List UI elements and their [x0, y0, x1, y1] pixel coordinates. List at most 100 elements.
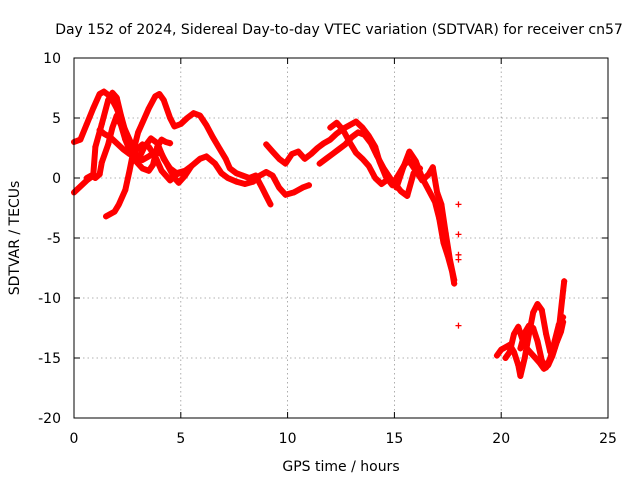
data-point [167, 115, 174, 121]
data-point [352, 118, 359, 125]
data-point [98, 159, 105, 166]
data-point [177, 121, 184, 127]
data-point [308, 151, 315, 157]
data-point [359, 124, 366, 131]
data-point [333, 119, 340, 126]
data-point [167, 177, 174, 184]
data-point [532, 355, 539, 361]
data-point [158, 167, 165, 174]
data-point [152, 93, 159, 100]
data-point [113, 105, 120, 112]
data-point [100, 130, 107, 137]
data-point [543, 331, 550, 337]
data-point [154, 140, 161, 147]
data-point [135, 129, 142, 136]
data-point [498, 346, 505, 353]
data-point [547, 355, 554, 361]
data-point [113, 140, 120, 147]
data-point [107, 93, 114, 100]
data-point [160, 97, 167, 103]
data-point [419, 175, 426, 181]
data-point [521, 329, 528, 336]
data-point [436, 215, 443, 222]
x-tick-label: 25 [599, 431, 617, 447]
data-point [502, 355, 509, 361]
data-point [173, 171, 180, 178]
data-point [412, 158, 419, 165]
data-point [184, 115, 191, 121]
data-point [528, 350, 535, 357]
data-point [96, 171, 103, 178]
data-point [152, 153, 159, 160]
data-point [517, 373, 524, 379]
data-point [451, 280, 458, 287]
grid [74, 58, 608, 418]
data-point [122, 187, 129, 193]
data-point [267, 201, 274, 208]
data-point [100, 88, 107, 95]
data-point [455, 201, 462, 208]
data-point [431, 199, 438, 205]
data-point [145, 167, 152, 174]
data-point [156, 91, 163, 97]
data-point [96, 91, 103, 97]
data-point [276, 184, 283, 191]
data-point [365, 163, 372, 169]
data-point [425, 171, 432, 178]
data-point [355, 129, 362, 136]
data-point [346, 122, 353, 129]
data-point [560, 314, 567, 321]
data-point [209, 134, 216, 141]
data-point [218, 170, 225, 177]
data-point [83, 121, 90, 127]
data-point [269, 172, 276, 179]
data-point [88, 172, 95, 179]
data-point [282, 160, 289, 167]
data-point [203, 153, 210, 160]
series-band-trace-5 [96, 127, 186, 184]
data-point [380, 165, 387, 172]
data-point [160, 155, 167, 162]
data-point [252, 172, 259, 179]
data-point [455, 256, 462, 263]
data-point [429, 164, 436, 171]
data-point [263, 193, 270, 199]
data-point [299, 184, 306, 191]
data-point [222, 155, 229, 162]
data-point [92, 175, 99, 181]
data-point [150, 161, 157, 168]
data-point [399, 165, 406, 172]
data-point [269, 148, 276, 155]
data-point [98, 121, 105, 127]
data-point [233, 170, 240, 177]
data-point [291, 189, 298, 196]
data-point [139, 165, 146, 172]
data-point [361, 131, 368, 138]
data-point [117, 122, 124, 129]
data-point [122, 136, 129, 143]
data-point [397, 188, 404, 195]
data-point [113, 94, 120, 101]
data-point [506, 349, 513, 355]
data-point [263, 141, 270, 148]
data-point [77, 183, 84, 190]
data-point [305, 182, 312, 189]
series-band-trace-6 [263, 118, 458, 283]
data-point [241, 181, 248, 187]
y-tick-label: -5 [47, 231, 61, 247]
data-point [113, 112, 120, 119]
data-point [438, 201, 445, 208]
data-point [425, 187, 432, 193]
data-point [384, 176, 391, 183]
data-point [530, 309, 537, 316]
data-point [561, 278, 568, 285]
data-point [502, 344, 509, 351]
data-point [226, 165, 233, 172]
data-point [455, 322, 462, 329]
data-point [111, 208, 118, 215]
x-axis-label: GPS time / hours [282, 459, 399, 475]
data-point [188, 163, 195, 169]
data-point [560, 287, 567, 294]
x-tick-label: 15 [385, 431, 403, 447]
data-point [126, 151, 133, 157]
